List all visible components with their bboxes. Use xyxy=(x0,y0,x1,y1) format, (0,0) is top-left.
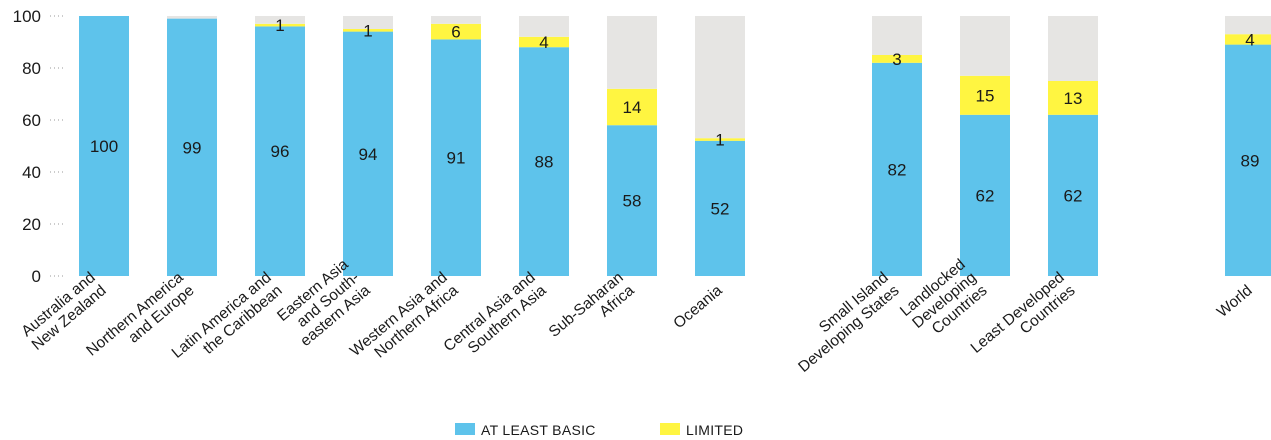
bar-at-least-basic xyxy=(607,125,657,276)
bar-limited xyxy=(960,75,1010,115)
legend-swatch xyxy=(660,423,680,435)
value-label-limited: 3 xyxy=(892,50,901,69)
bar-limited xyxy=(607,88,657,126)
bar-remainder xyxy=(167,16,217,19)
value-label-at-least-basic: 99 xyxy=(183,138,202,157)
bar-at-least-basic xyxy=(79,16,129,276)
value-label-limited: 4 xyxy=(1245,30,1254,49)
y-tick-label: 60 xyxy=(22,111,41,130)
legend-label: LIMITED xyxy=(686,422,743,435)
legend-swatch xyxy=(455,423,475,435)
category-label-line: Oceania xyxy=(670,282,725,332)
bar-limited xyxy=(695,138,745,141)
bar-remainder xyxy=(1048,16,1098,81)
legend-label: AT LEAST BASIC xyxy=(481,422,596,435)
value-label-at-least-basic: 62 xyxy=(1064,186,1083,205)
bar-limited xyxy=(255,23,305,27)
category-label: Central Asia andSouthern Asia xyxy=(441,269,550,368)
value-label-limited: 14 xyxy=(623,98,642,117)
bar-remainder xyxy=(695,16,745,139)
value-label-at-least-basic: 88 xyxy=(535,153,554,172)
value-label-limited: 15 xyxy=(976,86,995,105)
bar-remainder xyxy=(519,16,569,37)
value-label-limited: 1 xyxy=(363,21,372,40)
category-label-line: World xyxy=(1214,282,1256,321)
bar-at-least-basic xyxy=(167,18,217,276)
bar-remainder xyxy=(607,16,657,89)
value-label-at-least-basic: 62 xyxy=(976,186,995,205)
value-label-at-least-basic: 100 xyxy=(90,137,118,156)
bar-at-least-basic xyxy=(343,31,393,276)
y-tick-label: 80 xyxy=(22,59,41,78)
value-label-limited: 13 xyxy=(1064,89,1083,108)
value-label-at-least-basic: 91 xyxy=(447,149,466,168)
bar-remainder xyxy=(431,16,481,24)
bar-remainder xyxy=(960,16,1010,76)
bar-at-least-basic xyxy=(1048,114,1098,276)
bar-at-least-basic xyxy=(960,114,1010,276)
bar-remainder xyxy=(343,16,393,29)
bar-remainder xyxy=(255,16,305,24)
value-label-at-least-basic: 58 xyxy=(623,192,642,211)
bar-limited xyxy=(431,23,481,40)
bar-at-least-basic xyxy=(872,62,922,276)
bar-at-least-basic xyxy=(519,47,569,277)
bar-limited xyxy=(343,29,393,32)
bar-limited xyxy=(1048,81,1098,115)
value-label-at-least-basic: 89 xyxy=(1241,151,1260,170)
bar-at-least-basic xyxy=(695,140,745,276)
value-label-limited: 4 xyxy=(539,33,548,52)
category-label: Small IslandDeveloping States xyxy=(784,269,902,376)
value-label-limited: 1 xyxy=(715,131,724,150)
value-label-at-least-basic: 94 xyxy=(359,145,378,164)
bar-at-least-basic xyxy=(1225,44,1271,276)
bar-limited xyxy=(519,36,569,48)
bar-at-least-basic xyxy=(431,39,481,277)
value-label-at-least-basic: 82 xyxy=(888,160,907,179)
y-tick-label: 0 xyxy=(32,267,41,286)
category-label: Oceania xyxy=(670,282,725,332)
bar-limited xyxy=(872,55,922,63)
value-label-at-least-basic: 52 xyxy=(711,199,730,218)
bar-remainder xyxy=(1225,16,1271,35)
bar-at-least-basic xyxy=(255,26,305,277)
y-tick-label: 40 xyxy=(22,163,41,182)
category-label: World xyxy=(1214,282,1256,321)
bar-remainder xyxy=(872,16,922,55)
y-tick-label: 100 xyxy=(13,7,41,26)
bar-limited xyxy=(1225,34,1271,45)
y-tick-label: 20 xyxy=(22,215,41,234)
value-label-at-least-basic: 96 xyxy=(271,142,290,161)
value-label-limited: 6 xyxy=(451,23,460,42)
category-label: Sub-SaharanAfrica xyxy=(546,269,638,354)
category-label: Least DevelopedCountries xyxy=(968,269,1079,370)
value-label-limited: 1 xyxy=(275,16,284,35)
